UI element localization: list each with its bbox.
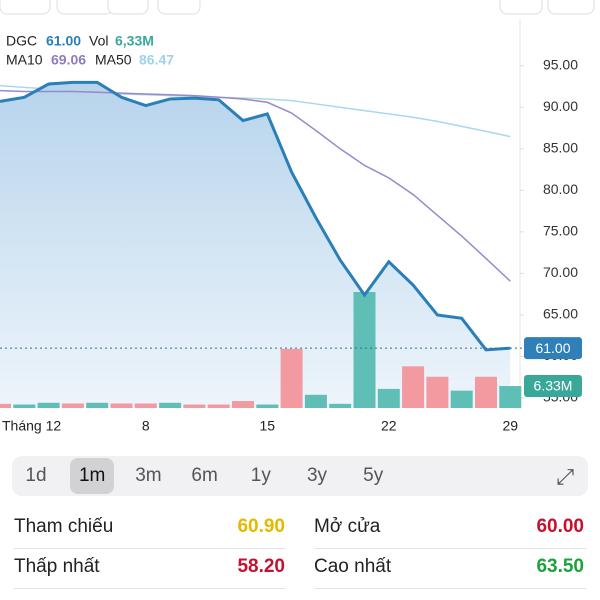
volume-bar	[207, 404, 230, 408]
separator	[14, 588, 286, 589]
legend-text: Vol	[89, 33, 108, 49]
y-tick-label: 80.00	[543, 181, 578, 197]
price-area	[0, 82, 511, 408]
settings-button[interactable]	[499, 0, 543, 15]
stat-value: 60.90	[237, 516, 285, 537]
separator	[314, 588, 586, 589]
price-line	[0, 80, 511, 352]
tool-button[interactable]	[107, 0, 149, 15]
legend-text: MA50	[95, 52, 132, 68]
separator	[314, 548, 586, 549]
volume-bar	[402, 366, 425, 408]
period-tab[interactable]: 1m	[70, 458, 115, 494]
y-tick-label: 90.00	[543, 98, 578, 114]
x-tick-label: 15	[260, 418, 276, 434]
volume-bar	[61, 403, 84, 408]
x-tick-label: 22	[381, 418, 397, 434]
tool-button[interactable]	[56, 0, 114, 15]
x-tick-label: 8	[142, 418, 150, 434]
price-badge-label: 61.00	[535, 340, 570, 356]
tool-button[interactable]	[157, 0, 201, 15]
y-tick-label: 70.00	[543, 264, 578, 280]
volume-bar	[426, 376, 449, 408]
legend-text: DGC	[6, 33, 37, 49]
period-tab[interactable]: 1y	[250, 465, 271, 486]
legend-text: 69.06	[51, 52, 86, 68]
y-tick-label: 65.00	[543, 306, 578, 322]
y-tick-label: 75.00	[543, 223, 578, 239]
volume-bar	[0, 403, 11, 408]
volume-bar	[134, 403, 157, 408]
volume-bar	[499, 386, 522, 408]
chart: 55.0060.0065.0070.0075.0080.0085.0090.00…	[0, 0, 595, 434]
volume-bar	[110, 403, 133, 408]
y-tick-label: 95.00	[543, 56, 578, 72]
legend-text: 6,33M	[115, 33, 154, 49]
volume-bar	[232, 401, 254, 408]
period-tabs: ⤢ 1d 1m 3m 6m 1y 3y 5y	[12, 456, 588, 496]
volume-bar	[475, 376, 497, 408]
y-tick-label: 85.00	[543, 140, 578, 156]
tool-button[interactable]	[0, 0, 51, 15]
period-tab[interactable]: 3y	[306, 465, 328, 486]
x-tick-label: Tháng 12	[2, 418, 61, 434]
volume-bar	[329, 403, 352, 408]
legend-text: 61.00	[46, 33, 81, 49]
period-tab[interactable]: 6m	[191, 465, 218, 486]
x-tick-label: 29	[503, 418, 519, 434]
volume-bar	[159, 402, 182, 408]
volume-badge	[524, 375, 582, 398]
volume-bar	[86, 402, 109, 408]
ma-line	[0, 89, 511, 282]
share-button[interactable]	[547, 0, 595, 15]
volume-bar	[256, 404, 279, 408]
period-tab[interactable]: 5y	[363, 465, 384, 486]
period-tab[interactable]: 1d	[25, 465, 47, 486]
volume-bar	[13, 404, 36, 408]
stat-value: 58.20	[237, 556, 285, 577]
legend-text: MA10	[6, 52, 43, 68]
separator	[14, 548, 286, 549]
stat-value: 63.50	[536, 556, 584, 577]
volume-bar	[183, 404, 206, 408]
volume-bar	[280, 348, 303, 408]
period-tab[interactable]: 3m	[135, 465, 162, 486]
volume-bar	[377, 388, 400, 408]
stat-label: Thấp nhất	[14, 556, 100, 577]
price-badge	[524, 337, 582, 360]
volume-bar	[450, 390, 473, 408]
volume-bar	[353, 292, 376, 408]
stat-label: Mở cửa	[314, 516, 381, 537]
stat-label: Tham chiếu	[14, 516, 114, 537]
stat-label: Cao nhất	[314, 556, 392, 577]
volume-bar	[304, 394, 327, 408]
volume-bar	[37, 402, 60, 408]
volume-badge-label: 6.33M	[534, 378, 573, 394]
legend-text: 86.47	[139, 52, 174, 68]
expand-icon[interactable]: ⤢	[556, 464, 574, 489]
stat-value: 60.00	[536, 516, 584, 537]
